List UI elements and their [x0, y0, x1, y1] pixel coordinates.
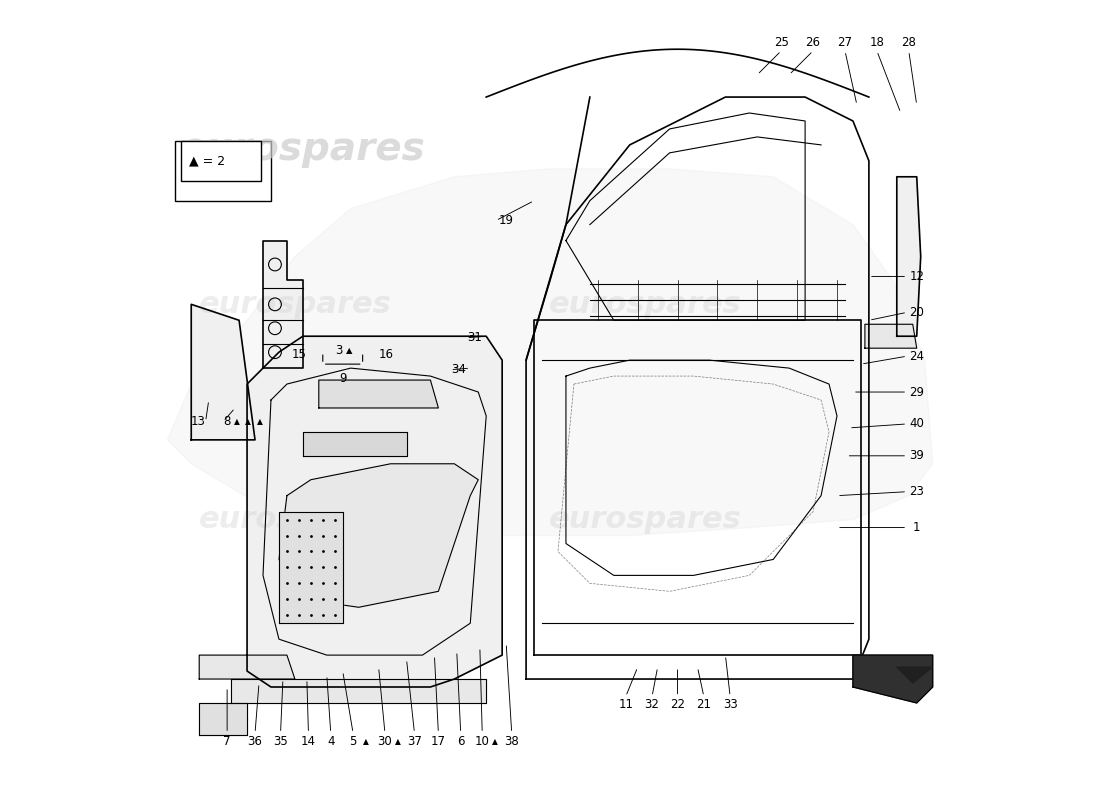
Text: 16: 16	[379, 348, 394, 361]
Polygon shape	[302, 432, 407, 456]
Polygon shape	[279, 464, 478, 607]
Text: 30: 30	[377, 734, 393, 748]
Polygon shape	[319, 380, 439, 408]
Text: 40: 40	[910, 418, 924, 430]
Text: eurospares: eurospares	[198, 505, 392, 534]
Polygon shape	[231, 679, 486, 703]
Text: 21: 21	[696, 698, 712, 711]
Text: 34: 34	[451, 363, 465, 376]
Text: 5: 5	[350, 734, 356, 748]
Text: 17: 17	[431, 734, 446, 748]
Text: 36: 36	[248, 734, 263, 748]
Text: ▲ = 2: ▲ = 2	[190, 163, 230, 178]
Text: 18: 18	[869, 36, 884, 50]
Text: 28: 28	[901, 36, 916, 50]
Text: 29: 29	[910, 386, 924, 398]
Polygon shape	[199, 703, 248, 735]
Text: ▲: ▲	[363, 737, 368, 746]
Polygon shape	[896, 667, 933, 683]
Text: ▲: ▲	[245, 417, 251, 426]
Text: 11: 11	[618, 698, 634, 711]
Text: ▲: ▲	[257, 417, 263, 426]
Text: 37: 37	[407, 734, 422, 748]
Text: ▲: ▲	[492, 737, 497, 746]
Polygon shape	[279, 512, 343, 623]
Text: 14: 14	[301, 734, 316, 748]
FancyBboxPatch shape	[180, 141, 261, 181]
Text: 9: 9	[339, 372, 346, 385]
FancyBboxPatch shape	[175, 141, 271, 201]
Polygon shape	[248, 336, 503, 687]
Text: ▲ = 2: ▲ = 2	[189, 154, 226, 167]
Text: 26: 26	[805, 36, 821, 50]
Text: 7: 7	[223, 734, 231, 748]
Text: 22: 22	[670, 698, 685, 711]
Text: 3: 3	[336, 344, 342, 357]
Text: 38: 38	[505, 734, 519, 748]
Text: ▲: ▲	[345, 346, 352, 355]
Text: 24: 24	[910, 350, 924, 362]
Polygon shape	[263, 241, 302, 368]
Text: 8: 8	[223, 415, 231, 428]
Text: ▲: ▲	[395, 737, 400, 746]
Polygon shape	[191, 304, 255, 440]
Text: 39: 39	[910, 450, 924, 462]
Text: 13: 13	[190, 415, 205, 428]
Text: 35: 35	[273, 734, 288, 748]
Text: 6: 6	[456, 734, 464, 748]
Polygon shape	[852, 655, 933, 703]
Text: 19: 19	[498, 214, 514, 227]
Text: 32: 32	[645, 698, 660, 711]
Text: eurospares: eurospares	[198, 290, 392, 319]
Text: 23: 23	[910, 485, 924, 498]
Polygon shape	[896, 177, 921, 336]
Text: 1: 1	[913, 521, 921, 534]
Text: 10: 10	[475, 734, 490, 748]
Polygon shape	[865, 324, 916, 348]
Polygon shape	[167, 169, 933, 535]
Text: 15: 15	[292, 348, 306, 361]
Text: eurospares: eurospares	[180, 130, 426, 168]
Text: 25: 25	[773, 36, 789, 50]
Text: 33: 33	[723, 698, 737, 711]
Text: eurospares: eurospares	[549, 505, 742, 534]
Text: 20: 20	[910, 306, 924, 319]
Text: 4: 4	[327, 734, 334, 748]
Text: eurospares: eurospares	[549, 290, 742, 319]
Text: ▲: ▲	[233, 417, 240, 426]
Polygon shape	[199, 655, 295, 679]
Text: 12: 12	[910, 270, 924, 283]
Text: 31: 31	[466, 331, 482, 344]
Text: 27: 27	[837, 36, 852, 50]
